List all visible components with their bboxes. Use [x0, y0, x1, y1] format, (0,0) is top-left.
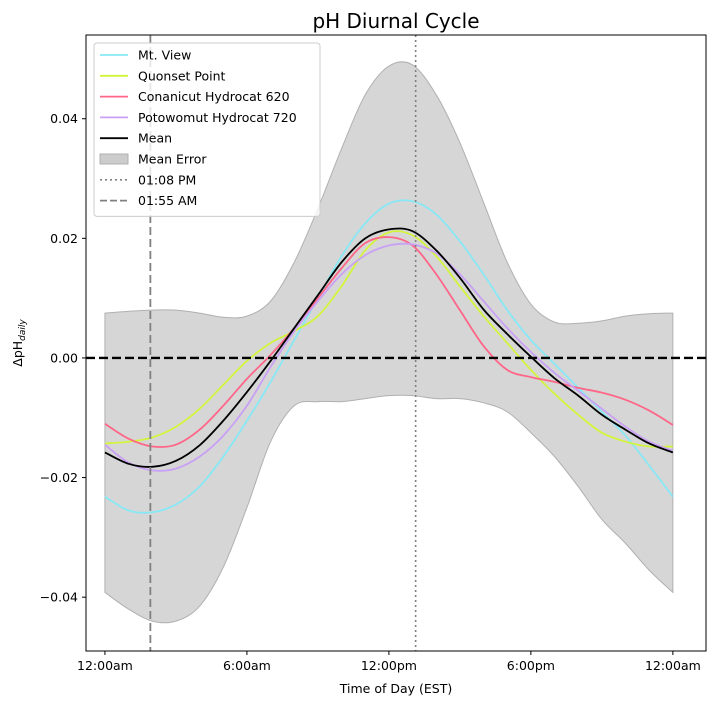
mean-error-band — [104, 61, 674, 624]
x-tick-label: 6:00pm — [507, 658, 555, 673]
x-tick-label: 12:00am — [77, 658, 133, 673]
axes-frame — [85, 34, 707, 652]
legend: Mt. View Quonset Point Conanicut Hydrocat … — [93, 42, 321, 217]
y-tick-label: 0.04 — [50, 111, 78, 126]
legend-label: Conanicut Hydrocat 620 — [138, 89, 290, 104]
legend-label: 01:08 PM — [138, 172, 196, 187]
y-axis-title-sub: daily — [18, 319, 28, 341]
y-tick-label: 0.02 — [50, 231, 78, 246]
y-axis-title: ΔpHdaily — [10, 319, 28, 367]
legend-label: Mt. View — [138, 48, 191, 63]
x-tick-label: 12:00am — [645, 658, 701, 673]
x-tick-label: 6:00am — [223, 658, 271, 673]
legend-label: 01:55 AM — [138, 193, 197, 208]
chart-title: pH Diurnal Cycle — [312, 9, 479, 33]
series-line-conanicut-hydrocat-620 — [104, 236, 674, 448]
x-axis-title: Time of Day (EST) — [339, 681, 452, 696]
series-line-potowomut-hydrocat-720 — [104, 242, 674, 472]
y-tick-label: 0.00 — [50, 350, 78, 365]
axis-ticks: 12:00am 6:00am 12:00pm 6:00pm 12:00am −0.04 −0… — [40, 111, 701, 673]
y-tick-label: −0.04 — [40, 590, 78, 605]
legend-label: Potowomut Hydrocat 720 — [138, 110, 297, 125]
legend-label: Mean — [138, 131, 172, 146]
legend-label: Mean Error — [138, 152, 207, 167]
y-axis-title-main: ΔpH — [10, 341, 25, 367]
legend-label: Quonset Point — [138, 68, 226, 83]
legend-handle — [99, 153, 129, 165]
x-tick-label: 12:00pm — [361, 658, 417, 673]
y-tick-label: −0.02 — [40, 470, 78, 485]
series-line-quonset-point — [104, 230, 673, 448]
legend-box — [93, 42, 321, 217]
series-line-mean — [104, 227, 674, 468]
